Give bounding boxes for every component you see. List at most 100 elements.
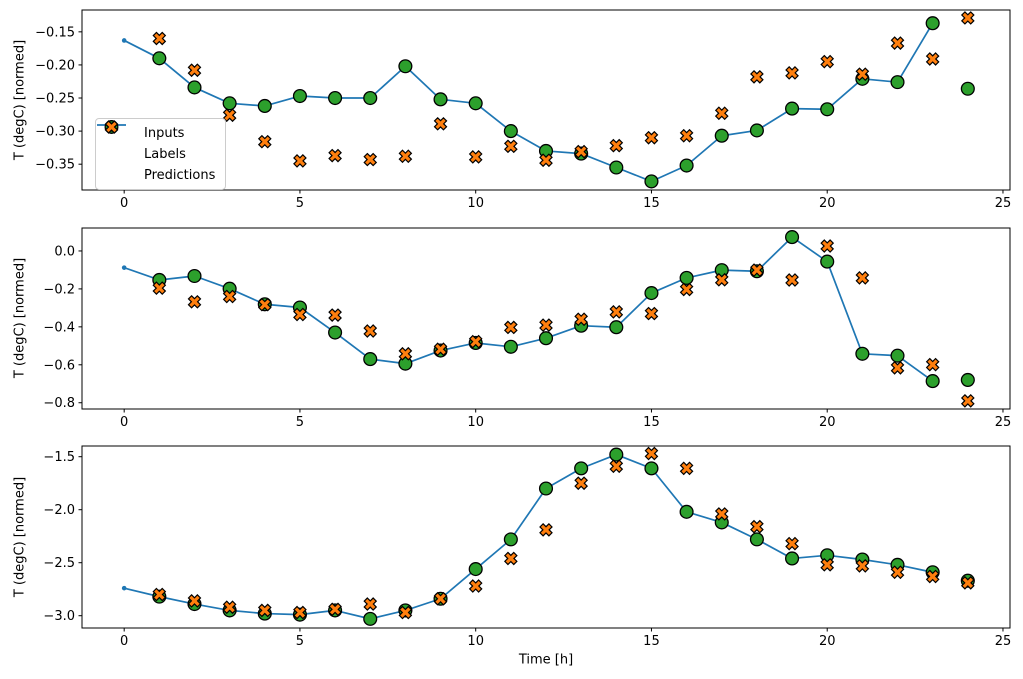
y-tick-label: −3.0 <box>43 609 75 624</box>
predictions-x-marker <box>468 150 483 164</box>
labels-circle-marker <box>679 158 694 173</box>
panel-3-y-axis: −1.5 −2.0 −2.5 −3.0 <box>43 450 82 624</box>
predictions-x-marker <box>293 605 307 620</box>
predictions-x-marker <box>398 149 413 164</box>
predictions-x-marker <box>609 459 624 474</box>
labels-circle-marker <box>820 254 835 269</box>
labels-circle-marker <box>398 356 413 371</box>
labels-circle-marker <box>960 372 975 388</box>
labels-circle-marker <box>574 461 589 476</box>
panel-2-y-axis: 0.0 −0.2 −0.4 −0.6 −0.8 <box>43 244 82 411</box>
panel-3-series-predictions <box>152 446 975 620</box>
labels-circle-marker <box>960 81 975 96</box>
labels-circle-marker <box>925 16 940 31</box>
predictions-x-marker <box>503 551 518 566</box>
predictions-x-marker <box>750 69 764 84</box>
legend: Inputs Labels Predictions <box>95 118 227 190</box>
y-tick-label: −0.20 <box>35 58 75 73</box>
predictions-x-marker <box>468 334 483 349</box>
x-tick-label: 10 <box>467 634 484 649</box>
predictions-x-marker <box>750 263 764 277</box>
labels-circle-marker <box>609 447 624 462</box>
labels-circle-marker <box>328 325 343 340</box>
labels-circle-marker <box>785 101 800 116</box>
predictions-x-marker <box>714 106 729 121</box>
labels-circle-marker <box>749 123 764 138</box>
predictions-x-marker <box>433 591 448 606</box>
y-tick-label: −0.25 <box>35 92 75 107</box>
x-tick-label: 0 <box>120 196 128 211</box>
labels-circle-marker <box>257 98 272 114</box>
predictions-x-marker <box>222 289 237 304</box>
predictions-x-marker <box>293 154 307 168</box>
predictions-x-marker <box>609 138 624 153</box>
legend-label-inputs: Inputs <box>144 125 185 141</box>
panel-1-x-axis: 0 5 10 15 20 25 <box>120 190 1011 211</box>
labels-circle-marker <box>433 92 448 107</box>
predictions-x-marker <box>503 320 518 335</box>
x-tick-label: 15 <box>643 196 660 211</box>
predictions-x-marker <box>398 346 413 361</box>
predictions-x-marker <box>257 603 272 618</box>
y-tick-label: −2.5 <box>43 556 75 571</box>
y-tick-label: −0.2 <box>43 282 75 297</box>
labels-circle-marker <box>222 96 237 111</box>
labels-circle-marker <box>503 339 518 354</box>
x-tick-label: 25 <box>995 415 1012 430</box>
predictions-x-marker <box>222 108 237 123</box>
panel-1-y-axis: −0.15 −0.20 −0.25 −0.30 −0.35 <box>35 25 82 173</box>
legend-item-labels: Labels <box>104 120 215 163</box>
predictions-x-marker <box>152 587 167 602</box>
predictions-x-marker <box>960 575 975 590</box>
labels-circle-marker <box>363 352 378 367</box>
labels-circle-marker <box>468 96 483 111</box>
predictions-x-marker <box>257 297 272 312</box>
predictions-x-marker <box>925 357 940 372</box>
predictions-x-marker <box>820 557 835 572</box>
predictions-x-marker <box>679 128 694 143</box>
predictions-x-marker <box>785 66 799 80</box>
legend-label-labels: Labels <box>144 146 186 162</box>
predictions-x-marker <box>890 360 905 375</box>
predictions-x-marker <box>328 148 342 163</box>
x-tick-label: 5 <box>296 415 304 430</box>
predictions-x-marker <box>890 565 905 580</box>
predictions-x-marker <box>785 536 799 551</box>
labels-circle-marker <box>152 51 167 66</box>
predictions-x-marker <box>750 519 764 534</box>
labels-circle-marker <box>855 346 870 361</box>
inputs-point-marker <box>121 265 127 270</box>
labels-circle-marker <box>714 128 729 143</box>
labels-circle-marker <box>538 331 554 346</box>
labels-circle-marker <box>503 124 518 139</box>
predictions-x-marker <box>820 54 835 69</box>
y-tick-label: −2.0 <box>43 503 75 518</box>
x-tick-label: 20 <box>819 415 836 430</box>
x-tick-label: 25 <box>995 196 1012 211</box>
predictions-x-marker <box>714 507 729 521</box>
predictions-x-marker <box>679 461 694 476</box>
labels-circle-marker <box>328 90 343 106</box>
y-tick-label: −0.4 <box>43 320 75 335</box>
predictions-x-marker <box>363 597 378 611</box>
predictions-x-marker <box>468 579 483 593</box>
labels-circle-marker <box>644 461 659 476</box>
predictions-x-marker <box>644 306 659 321</box>
predictions-x-marker <box>714 272 729 287</box>
predictions-x-marker <box>433 342 448 357</box>
predictions-x-marker <box>293 307 307 322</box>
predictions-x-marker <box>433 116 448 131</box>
legend-label-predictions: Predictions <box>144 167 216 183</box>
labels-circle-marker <box>609 320 624 335</box>
labels-circle-marker <box>890 348 905 363</box>
predictions-x-marker <box>574 476 589 491</box>
predictions-x-marker <box>363 152 378 167</box>
x-tick-label: 5 <box>296 634 304 649</box>
predictions-x-marker <box>257 134 272 149</box>
labels-circle-marker <box>785 230 800 245</box>
panel-2-series-predictions <box>152 239 975 408</box>
predictions-x-marker <box>187 594 202 608</box>
labels-circle-marker <box>363 611 378 626</box>
